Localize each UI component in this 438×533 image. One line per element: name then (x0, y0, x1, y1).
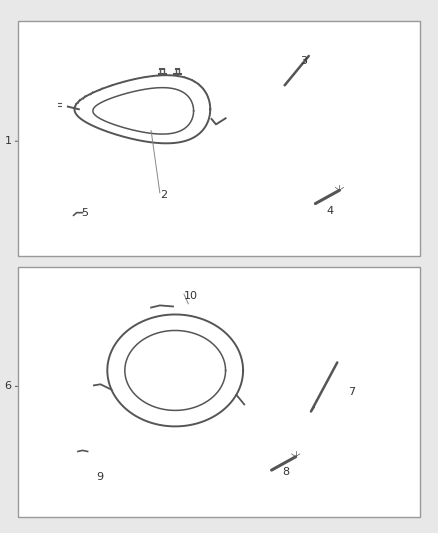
Ellipse shape (90, 483, 101, 491)
Text: 10: 10 (184, 291, 198, 301)
Polygon shape (68, 209, 74, 219)
Text: 9: 9 (96, 472, 103, 482)
Circle shape (143, 303, 153, 316)
Text: 6: 6 (4, 382, 11, 391)
Polygon shape (332, 182, 347, 199)
Text: 7: 7 (348, 387, 355, 397)
FancyBboxPatch shape (83, 462, 138, 488)
Bar (18, 21, 420, 256)
Bar (82, 207, 93, 219)
Polygon shape (61, 100, 71, 111)
Text: 1: 1 (4, 136, 11, 146)
Text: 4: 4 (326, 206, 333, 215)
Polygon shape (73, 445, 79, 455)
Text: 5: 5 (81, 208, 88, 218)
Text: 3: 3 (300, 56, 307, 66)
Polygon shape (288, 448, 304, 465)
Circle shape (85, 380, 96, 394)
Text: 2: 2 (160, 190, 167, 199)
Bar (18, 266, 420, 517)
Bar (173, 301, 195, 314)
Circle shape (92, 231, 96, 236)
Circle shape (224, 112, 238, 130)
Text: 8: 8 (283, 467, 290, 477)
Bar (88, 451, 99, 466)
Circle shape (227, 117, 234, 125)
Circle shape (93, 484, 98, 490)
FancyBboxPatch shape (83, 208, 138, 235)
Ellipse shape (88, 229, 99, 237)
Circle shape (243, 402, 256, 418)
